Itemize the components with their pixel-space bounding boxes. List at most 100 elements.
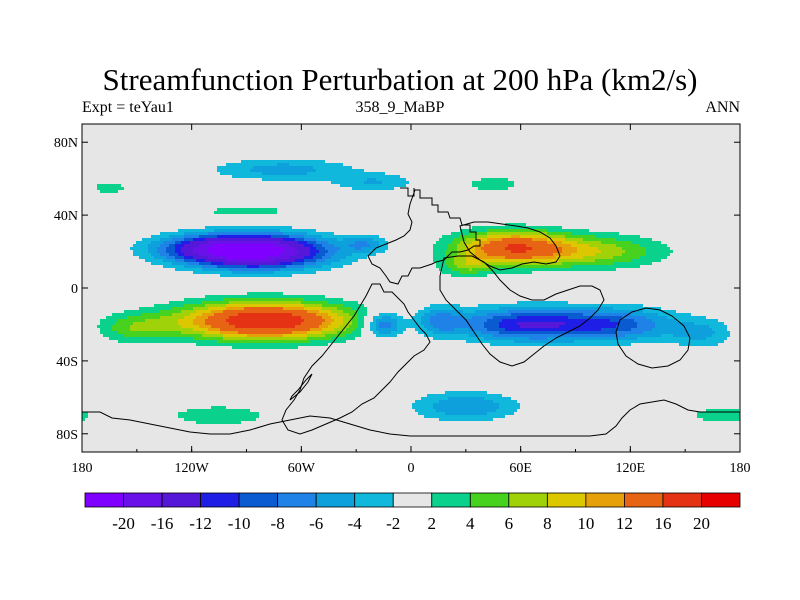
contour-cell — [352, 319, 358, 322]
map-background — [82, 124, 740, 452]
contour-cell — [208, 232, 283, 235]
contour-cell — [475, 235, 487, 238]
land-outline-australia — [615, 307, 691, 369]
contour-cell — [184, 265, 202, 268]
contour-cell — [274, 259, 295, 262]
colorbar-swatch — [315, 492, 356, 508]
contour-cell — [565, 322, 619, 325]
contour-cell — [316, 259, 325, 262]
contour-cell — [562, 262, 613, 265]
contour-cell — [199, 244, 214, 247]
contour-cell — [646, 253, 670, 256]
contour-cell — [478, 256, 505, 259]
contour-cell — [226, 307, 244, 310]
contour-cell — [214, 211, 277, 214]
contour-cell — [184, 298, 223, 301]
contour-cell — [439, 418, 493, 421]
contour-cell — [487, 313, 511, 316]
contour-cell — [322, 328, 334, 331]
contour-cell — [640, 256, 667, 259]
contour-cell — [547, 238, 565, 241]
contour-cell — [382, 316, 391, 319]
contour-cell — [193, 271, 232, 274]
contour-cell — [655, 322, 694, 325]
contour-cell — [472, 226, 562, 229]
contour-cell — [487, 328, 505, 331]
contour-cell — [532, 256, 556, 259]
land-outline-africa — [439, 255, 605, 367]
contour-cell — [709, 325, 727, 328]
x-tick-label: 180 — [72, 461, 93, 476]
contour-cell — [415, 409, 436, 412]
contour-cell — [571, 253, 595, 256]
contour-cell — [373, 319, 376, 322]
contour-cell — [424, 313, 436, 316]
colorbar-swatch — [123, 492, 163, 508]
contour-cell — [208, 328, 220, 331]
contour-cell — [322, 322, 331, 325]
contour-cell — [205, 295, 325, 298]
contour-cell — [493, 316, 517, 319]
contour-cell — [448, 265, 457, 268]
contour-cell — [415, 400, 439, 403]
contour-cell — [169, 244, 175, 247]
contour-cell — [511, 250, 526, 253]
colorbar-swatch — [392, 492, 433, 508]
contour-cell — [307, 337, 331, 340]
contour-cell — [199, 325, 211, 328]
contour-cell — [295, 238, 304, 241]
contour-cell — [169, 301, 202, 304]
contour-cell — [253, 166, 313, 169]
contour-cell — [283, 307, 304, 310]
contour-cell — [115, 322, 133, 325]
contour-cell — [262, 178, 367, 181]
contour-cell — [637, 322, 655, 325]
contour-cell — [184, 259, 196, 262]
contour-cell — [262, 172, 307, 175]
contour-cell — [595, 259, 631, 262]
contour-cell — [562, 241, 577, 244]
contour-cell — [133, 250, 148, 253]
contour-cell — [379, 325, 391, 328]
contour-cell — [637, 325, 655, 328]
contour-cell — [499, 406, 520, 409]
contour-cell — [346, 256, 367, 259]
contour-cell — [571, 244, 589, 247]
colorbar-swatch — [84, 492, 124, 508]
contour-cell — [532, 247, 562, 250]
contour-cell — [310, 247, 316, 250]
contour-cell — [283, 334, 307, 337]
contour-cell — [652, 328, 712, 331]
contour-cell — [577, 241, 601, 244]
contour-cell — [328, 313, 337, 316]
contour-cell — [598, 247, 622, 250]
contour-cell — [658, 313, 691, 316]
land-outline-north-america — [367, 189, 481, 285]
contour-cell — [616, 331, 643, 334]
contour-cell — [358, 325, 364, 328]
contour-cell — [412, 406, 433, 409]
contour-cell — [196, 310, 211, 313]
contour-cell — [283, 250, 298, 253]
contour-cell — [295, 259, 304, 262]
contour-cell — [178, 412, 259, 415]
contour-cell — [355, 241, 367, 244]
colorbar: -20 -16 -12 -10 -8 -6 -4 -2 2 4 6 8 10 12 16 20 — [84, 492, 741, 533]
contour-cell — [181, 325, 199, 328]
contour-cell — [340, 325, 349, 328]
contour-cell — [172, 313, 190, 316]
contour-cell — [433, 247, 448, 250]
contour-cell — [595, 235, 640, 238]
contour-cell — [160, 253, 169, 256]
contour-cell — [583, 256, 613, 259]
colorbar-swatch — [585, 492, 625, 508]
contour-cell — [646, 250, 673, 253]
contour-cell — [274, 271, 316, 274]
contour-cell — [334, 244, 349, 247]
contour-cell — [691, 337, 706, 340]
contour-cell — [154, 304, 184, 307]
contour-cell — [481, 178, 508, 181]
contour-cell — [472, 268, 493, 271]
contour-cell — [391, 316, 403, 319]
contour-cell — [259, 265, 286, 268]
